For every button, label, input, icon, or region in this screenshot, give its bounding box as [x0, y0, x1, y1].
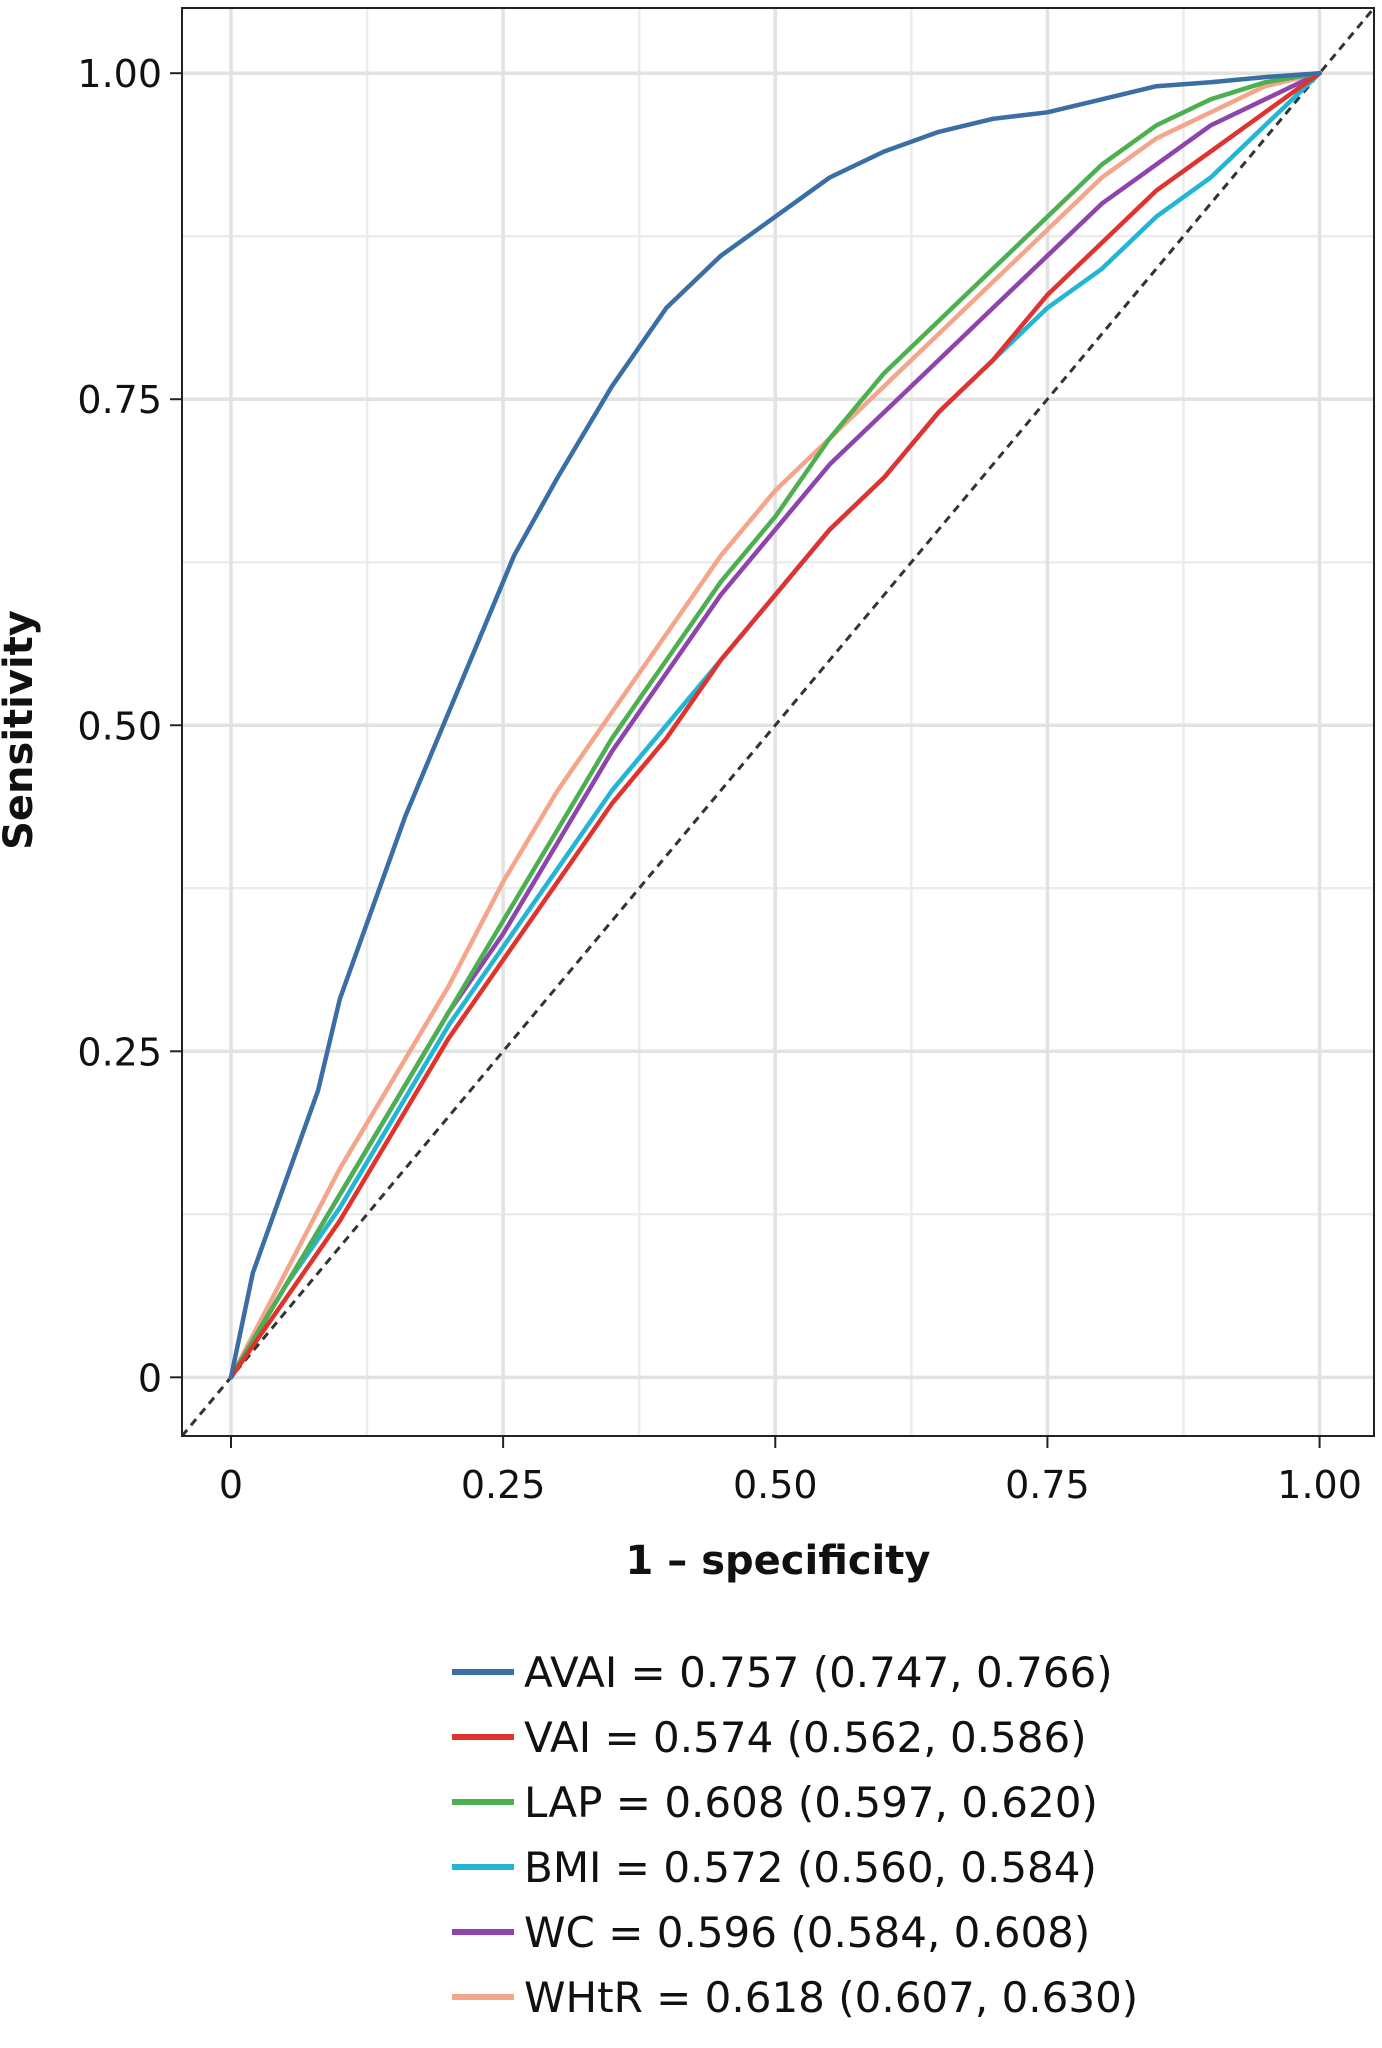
y-tick-label: 0.25 — [77, 1030, 162, 1074]
y-axis: 0 0.25 0.50 0.75 1.00 — [77, 52, 182, 1400]
legend-label-vai: VAI = 0.574 (0.562, 0.586) — [524, 1713, 1087, 1762]
roc-curve-vai — [228, 70, 1322, 1380]
reference-line-layer — [180, 7, 1376, 1437]
x-tick-label: 0.50 — [733, 1463, 818, 1507]
legend: AVAI = 0.757 (0.747, 0.766) VAI = 0.574 (… — [452, 1648, 1138, 2022]
roc-curve-avai — [228, 70, 1322, 1380]
series-layer — [228, 70, 1322, 1380]
x-axis-title: 1 – specificity — [626, 1538, 931, 1584]
x-tick-label: 0.75 — [1005, 1463, 1090, 1507]
x-tick-label: 1.00 — [1277, 1463, 1362, 1507]
roc-curve-whtr — [228, 70, 1322, 1380]
x-tick-label: 0 — [219, 1463, 243, 1507]
legend-label-bmi: BMI = 0.572 (0.560, 0.584) — [524, 1843, 1097, 1892]
legend-label-lap: LAP = 0.608 (0.597, 0.620) — [524, 1778, 1098, 1827]
roc-curve-lap — [228, 70, 1322, 1380]
plot-frame — [181, 7, 1375, 1437]
y-axis-title: Sensitivity — [0, 610, 42, 850]
y-tick-label: 0.50 — [77, 704, 162, 748]
x-tick-label: 0.25 — [461, 1463, 546, 1507]
legend-label-wc: WC = 0.596 (0.584, 0.608) — [524, 1908, 1090, 1957]
legend-label-whtr: WHtR = 0.618 (0.607, 0.630) — [524, 1973, 1138, 2022]
grid-layer — [182, 8, 1374, 1436]
x-axis: 0 0.25 0.50 0.75 1.00 — [219, 1436, 1362, 1507]
y-tick-label: 0 — [138, 1356, 162, 1400]
reference-diagonal-line — [180, 7, 1376, 1437]
y-tick-label: 1.00 — [77, 52, 162, 96]
legend-label-avai: AVAI = 0.757 (0.747, 0.766) — [524, 1648, 1113, 1697]
y-tick-label: 0.75 — [77, 378, 162, 422]
